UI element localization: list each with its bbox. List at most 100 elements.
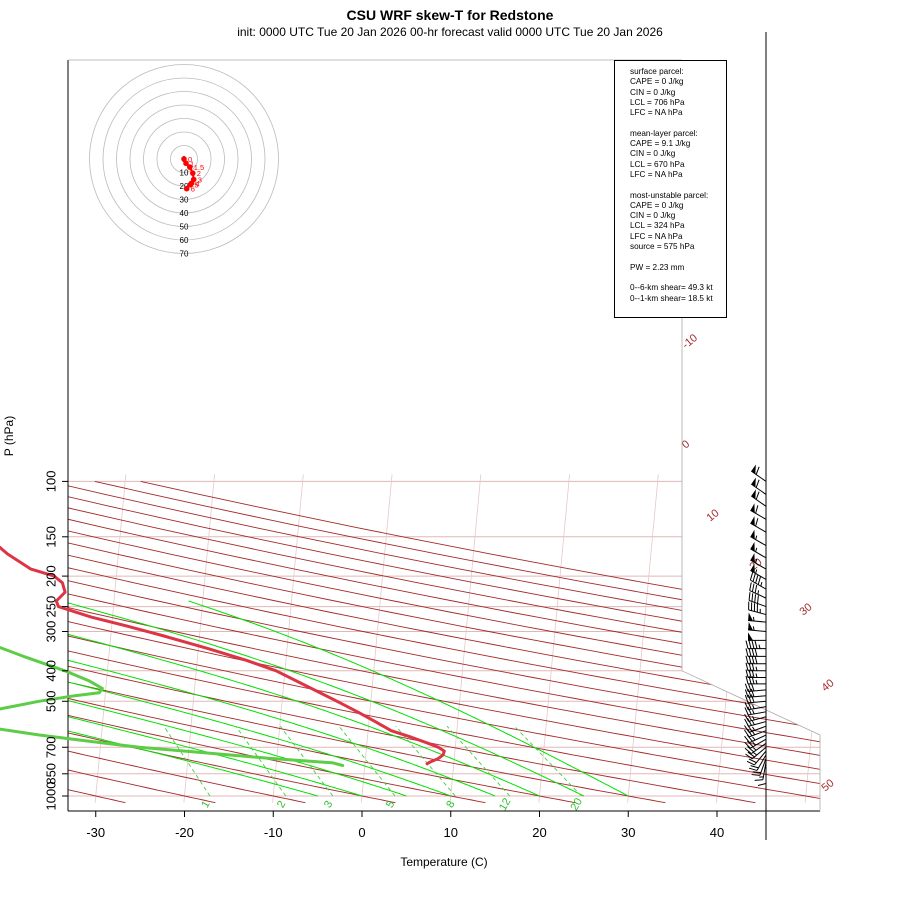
barb-feather [744, 741, 751, 749]
dry-adiabat-label: -10 [680, 332, 700, 351]
surface-lcl: LCL = 706 hPa [630, 97, 685, 107]
isotherm-line [715, 474, 748, 803]
barb-flag [750, 529, 755, 540]
isotherm-line [183, 474, 215, 803]
wind-barb [748, 601, 767, 616]
barb-feather [747, 701, 752, 710]
dewpoint-line [0, 645, 345, 767]
wind-barb [748, 612, 767, 623]
hodograph-ring [156, 131, 212, 187]
barb-half-feather [752, 736, 756, 741]
hodograph-ring [116, 91, 252, 227]
hodograph-point-label: 3 [198, 176, 202, 185]
barb-half-feather [752, 709, 755, 715]
temperature-tick-label: -30 [86, 825, 105, 840]
grid-lines [68, 474, 820, 804]
barb-half-feather [752, 626, 755, 631]
barb-feather [746, 734, 753, 742]
barb-feather [754, 779, 763, 781]
barb-feather [747, 718, 752, 726]
temperature-tick-label: 20 [532, 825, 546, 840]
hodograph-ring-label: 20 [180, 182, 189, 191]
barb-feather [747, 694, 752, 703]
wind-barb [744, 688, 767, 698]
barb-feather [752, 573, 756, 582]
mixing-ratio-line [514, 725, 582, 797]
barb-half-feather [752, 616, 755, 622]
mixing-ratio-label: 20 [569, 796, 586, 813]
parcel-info-box: surface parcel: CAPE = 0 J/kg CIN = 0 J/… [614, 60, 727, 318]
barb-half-feather [753, 752, 758, 756]
isotherm-line [272, 474, 304, 803]
wind-barb [745, 640, 766, 650]
wind-barb [745, 648, 766, 657]
barb-feather [748, 675, 752, 684]
wind-barb-column [744, 32, 767, 840]
dry-adiabat [68, 480, 820, 804]
barb-feather [745, 669, 749, 678]
hodograph-point [183, 185, 190, 192]
surface-cin: CIN = 0 J/kg [630, 87, 676, 97]
barb-feather [755, 518, 759, 527]
shear-0-6km: 0--6-km shear= 49.3 kt [630, 283, 713, 293]
barb-feather [750, 694, 755, 703]
dry-adiabat [68, 480, 820, 804]
barb-half-feather [760, 582, 763, 587]
hodograph-ring-label: 10 [180, 169, 189, 178]
hodograph-ring-label: 30 [180, 196, 189, 205]
hodograph-point [187, 164, 193, 170]
dry-adiabat [68, 480, 820, 804]
barb-flag [750, 516, 755, 526]
pressure-tick-label: 200 [43, 565, 58, 587]
barb-feather [748, 669, 752, 678]
wind-barb [757, 765, 767, 786]
barb-feather [751, 669, 755, 678]
barb-half-feather [755, 666, 758, 671]
barb-feather [747, 683, 752, 692]
dry-adiabat [68, 480, 820, 804]
barb-half-feather [752, 731, 756, 736]
barb-flag [750, 503, 755, 513]
surface-cape: CAPE = 0 J/kg [630, 77, 684, 87]
barb-half-feather [755, 558, 758, 564]
x-axis-label: Temperature (C) [400, 855, 487, 869]
hodograph-ring [170, 145, 198, 173]
barb-flag [750, 541, 755, 552]
wind-barb [745, 662, 766, 672]
barb-half-feather [752, 704, 755, 709]
dry-adiabat [68, 480, 820, 804]
barb-shaft [750, 509, 767, 520]
pressure-tick-label: 100 [43, 471, 58, 493]
wind-barb [750, 477, 767, 495]
dry-adiabat [68, 480, 486, 804]
moist-adiabat [68, 600, 318, 797]
wind-barb [748, 621, 767, 633]
barb-feather [749, 572, 754, 581]
wind-barb [744, 734, 767, 744]
mixing-ratio-label: 12 [497, 796, 514, 813]
barb-feather [755, 505, 759, 514]
barb-feather [746, 760, 755, 766]
wind-barb [744, 694, 767, 704]
dry-adiabat-label: 40 [820, 677, 837, 694]
barb-feather [748, 640, 752, 649]
dry-adiabat [68, 480, 820, 804]
wind-barb [750, 553, 767, 570]
barb-feather [755, 479, 760, 488]
barb-feather [745, 648, 749, 657]
hodograph-point [181, 156, 187, 162]
dry-adiabat [68, 480, 820, 804]
barb-feather [754, 655, 758, 664]
wind-barb [754, 761, 767, 781]
hodograph-point [189, 170, 196, 176]
wind-barb [744, 701, 767, 711]
hodograph-ring [143, 118, 225, 200]
mean-layer-heading: mean-layer parcel: [630, 128, 698, 138]
hodograph-ring-label: 50 [180, 223, 189, 232]
hodograph-ring-label: 70 [180, 250, 189, 259]
mixing-ratio-label: 2 [275, 799, 288, 810]
barb-feather [755, 575, 759, 584]
mixing-ratio-label: 5 [384, 799, 397, 810]
